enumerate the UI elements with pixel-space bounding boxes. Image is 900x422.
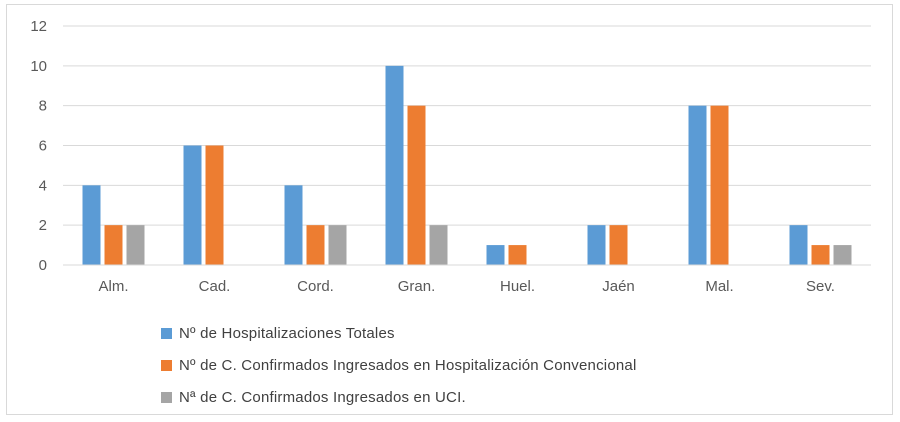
bar-gran-series-3 bbox=[429, 225, 448, 265]
legend-item-total: Nº de Hospitalizaciones Totales bbox=[161, 317, 636, 349]
legend-swatch bbox=[161, 327, 172, 339]
legend-label: Nº de C. Confirmados Ingresados en Hospi… bbox=[179, 356, 637, 374]
legend-swatch bbox=[161, 391, 172, 403]
bar-cord-series-2 bbox=[306, 225, 325, 265]
y-tick-label: 8 bbox=[39, 98, 47, 115]
bar-huel-series-1 bbox=[486, 245, 505, 265]
bar-alm-series-2 bbox=[104, 225, 123, 265]
x-tick-label: Gran. bbox=[398, 278, 436, 295]
bar-alm-series-3 bbox=[126, 225, 145, 265]
bars bbox=[82, 65, 852, 266]
bar-gran-series-2 bbox=[407, 105, 426, 266]
y-tick-label: 12 bbox=[30, 18, 47, 35]
legend-label: Nº de Hospitalizaciones Totales bbox=[179, 324, 395, 342]
bar-cord-series-1 bbox=[284, 185, 303, 265]
x-tick-label: Cad. bbox=[199, 278, 231, 295]
bar-chart: 0 2 4 6 8 10 12 Alm. Cad. Cord. Gran. Huel. Jaén Mal… bbox=[30, 18, 871, 295]
legend-label: Nª de C. Confirmados Ingresados en UCI. bbox=[179, 388, 466, 406]
x-tick-label: Mal. bbox=[705, 278, 733, 295]
legend-swatch bbox=[161, 359, 172, 371]
x-tick-label: Cord. bbox=[297, 278, 334, 295]
bar-jan-series-1 bbox=[587, 225, 606, 265]
bar-alm-series-1 bbox=[82, 185, 101, 265]
y-tick-label: 6 bbox=[39, 138, 47, 155]
bar-huel-series-2 bbox=[508, 245, 527, 265]
bar-sev-series-1 bbox=[789, 225, 808, 265]
bar-cad-series-1 bbox=[183, 145, 202, 265]
bar-sev-series-2 bbox=[811, 245, 830, 265]
legend: Nº de Hospitalizaciones Totales Nº de C.… bbox=[161, 317, 636, 413]
y-tick-label: 4 bbox=[39, 177, 47, 194]
bar-gran-series-1 bbox=[385, 65, 404, 265]
y-tick-label: 2 bbox=[39, 217, 47, 234]
x-tick-label: Alm. bbox=[99, 278, 129, 295]
x-axis-ticks: Alm. Cad. Cord. Gran. Huel. Jaén Mal. Sev. bbox=[99, 278, 835, 295]
bar-sev-series-3 bbox=[833, 245, 852, 265]
y-axis-ticks: 0 2 4 6 8 10 12 bbox=[30, 18, 47, 274]
legend-item-uci: Nª de C. Confirmados Ingresados en UCI. bbox=[161, 381, 636, 413]
bar-mal-series-1 bbox=[688, 105, 707, 266]
x-tick-label: Huel. bbox=[500, 278, 535, 295]
x-tick-label: Sev. bbox=[806, 278, 835, 295]
chart-frame: 0 2 4 6 8 10 12 Alm. Cad. Cord. Gran. Huel. Jaén Mal… bbox=[6, 4, 893, 415]
legend-item-conventional: Nº de C. Confirmados Ingresados en Hospi… bbox=[161, 349, 636, 381]
y-tick-label: 0 bbox=[39, 257, 47, 274]
bar-jan-series-2 bbox=[609, 225, 628, 265]
y-tick-label: 10 bbox=[30, 58, 47, 75]
bar-cad-series-2 bbox=[205, 145, 224, 265]
bar-cord-series-3 bbox=[328, 225, 347, 265]
bar-mal-series-2 bbox=[710, 105, 729, 266]
x-tick-label: Jaén bbox=[602, 278, 635, 295]
